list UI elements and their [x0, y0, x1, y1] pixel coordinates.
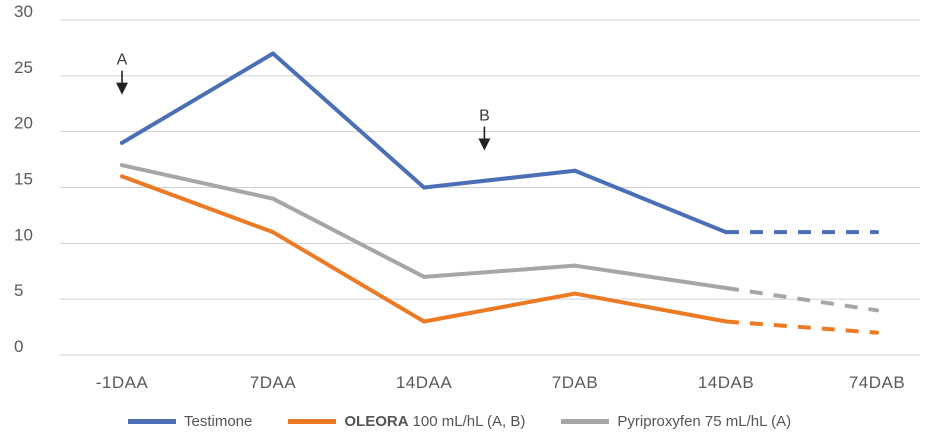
- y-tick-label-20: 20: [14, 114, 33, 133]
- series-dashed-line-oleora: [725, 319, 878, 335]
- legend: Testimone OLEORA 100 mL/hL (A, B) Pyripr…: [128, 410, 827, 432]
- annotation-arrow-head-b: [478, 138, 491, 151]
- annotation-label-b: B: [479, 108, 490, 125]
- data-point-pyriproxyfen-4: [724, 286, 728, 290]
- annotation-label-a: A: [117, 52, 128, 69]
- data-point-pyriproxyfen-3: [573, 263, 577, 268]
- legend-label-oleora-rest: 100 mL/hL (A, B): [412, 412, 526, 430]
- legend-item-testimone: Testimone: [128, 413, 252, 430]
- annotation-arrow-head-a: [116, 82, 128, 95]
- data-point-pyriproxyfen-2: [422, 274, 426, 279]
- series-lines: [120, 51, 879, 335]
- legend-label-pyriproxyfen: Pyriproxyfen 75 mL/hL (A): [617, 412, 792, 430]
- line-chart: 0 5 10 15 20 25 30 -1DAA 7DAA 14DAA 7DAB 14DAB 74DA…: [14, 2, 920, 392]
- data-point-oleora-3: [573, 291, 577, 296]
- data-point-pyriproxyfen-0: [120, 163, 124, 168]
- data-point-pyriproxyfen-1: [271, 196, 275, 201]
- y-tick-label-10: 10: [14, 225, 33, 244]
- y-tick-label-30: 30: [14, 2, 33, 21]
- x-tick-label-14daa: 14DAA: [396, 373, 453, 392]
- data-point-oleora-5: [875, 330, 879, 335]
- legend-swatch-testimone: [128, 418, 176, 424]
- data-point-oleora-0: [120, 174, 124, 179]
- data-point-testimone-3: [573, 168, 577, 173]
- series-line-pyriproxyfen: [120, 163, 728, 290]
- series-dashed-line-pyriproxyfen: [725, 286, 878, 313]
- data-point-oleora-1: [271, 230, 275, 235]
- x-axis-ticks: -1DAA 7DAA 14DAA 7DAB 14DAB 74DAB: [96, 373, 905, 392]
- data-point-testimone-2: [422, 185, 426, 190]
- series-line-testimone: [120, 51, 728, 235]
- data-point-testimone-4: [724, 230, 728, 235]
- x-tick-label-7dab: 7DAB: [552, 373, 598, 392]
- y-tick-label-15: 15: [14, 170, 33, 189]
- y-tick-label-0: 0: [14, 337, 23, 356]
- data-point-oleora-2: [422, 319, 426, 324]
- data-point-pyriproxyfen-5: [875, 308, 879, 313]
- legend-item-pyriproxyfen: Pyriproxyfen 75 mL/hL (A): [561, 413, 791, 430]
- series-line-oleora: [120, 174, 728, 324]
- legend-item-oleora: OLEORA 100 mL/hL (A, B): [288, 413, 525, 430]
- legend-swatch-oleora: [288, 418, 337, 424]
- x-tick-label-7daa: 7DAA: [250, 373, 297, 392]
- x-tick-label-14dab: 14DAB: [698, 373, 754, 392]
- legend-swatch-pyriproxyfen: [561, 418, 610, 424]
- grid-lines: [60, 19, 920, 356]
- data-point-oleora-4: [724, 319, 728, 324]
- legend-label-oleora-bold: OLEORA: [344, 412, 409, 430]
- y-axis-ticks: 0 5 10 15 20 25 30: [14, 2, 33, 356]
- data-point-testimone-5: [875, 230, 879, 235]
- legend-label-testimone: Testimone: [184, 412, 253, 430]
- y-tick-label-25: 25: [14, 58, 33, 77]
- y-tick-label-5: 5: [14, 281, 23, 300]
- annotations: AB: [116, 52, 491, 151]
- x-tick-label-74dab: 74DAB: [849, 373, 905, 392]
- data-point-testimone-1: [271, 51, 275, 56]
- x-tick-label--1daa: -1DAA: [96, 373, 149, 392]
- data-point-testimone-0: [120, 140, 124, 145]
